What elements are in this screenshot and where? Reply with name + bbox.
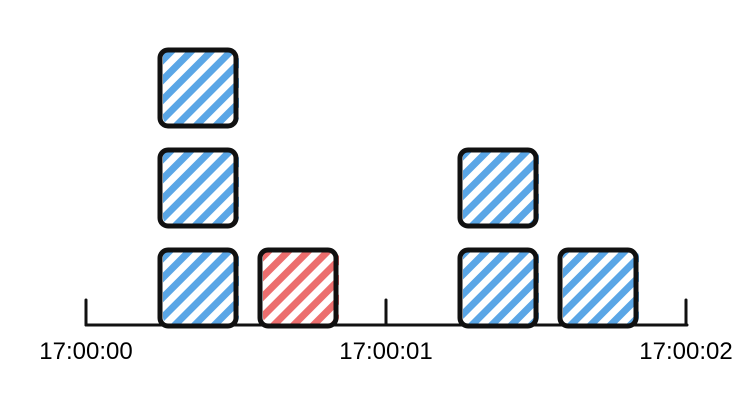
- blue-block: [557, 247, 639, 329]
- tick-label: 17:00:02: [639, 338, 733, 365]
- tick-label: 17:00:01: [339, 338, 433, 365]
- blue-block: [457, 147, 539, 229]
- red-block: [257, 247, 339, 329]
- blue-block: [157, 147, 239, 229]
- blue-block: [457, 247, 539, 329]
- tick-label: 17:00:00: [39, 338, 133, 365]
- blue-block: [157, 47, 239, 129]
- time-axis: [84, 298, 689, 327]
- blocks-layer: [157, 47, 639, 329]
- blue-block: [157, 247, 239, 329]
